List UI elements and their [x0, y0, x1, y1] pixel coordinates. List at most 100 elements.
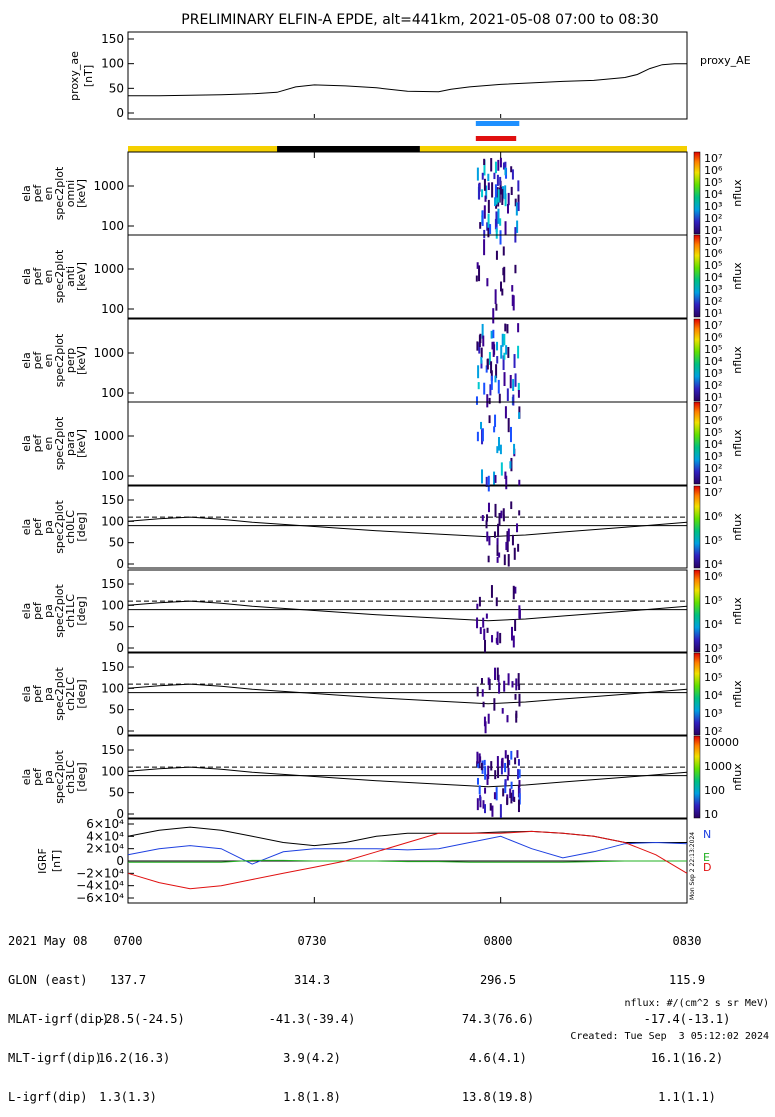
colorbar-tick-label: 10⁵ — [704, 343, 722, 356]
spectrum-pixel — [483, 159, 486, 176]
spectrum-pixel — [479, 222, 482, 229]
status-bar — [128, 146, 687, 152]
pitch-angle-pixel — [496, 538, 499, 545]
pitch-angle-pixel — [518, 683, 521, 690]
pitch-angle-ytick-label: 100 — [101, 764, 124, 778]
pitch-angle-pixel — [499, 804, 502, 818]
spectrum-pixel — [502, 355, 505, 371]
spectrum-pixel — [490, 330, 493, 339]
colorbar-strip — [693, 234, 701, 318]
spectrum-pixel — [490, 370, 493, 381]
colorbar-tick-label: 10² — [704, 462, 722, 475]
pitch-angle-pixel — [506, 797, 509, 806]
spectrum-pixel — [489, 384, 492, 396]
pitch-angle-ylabel: [deg] — [75, 596, 88, 625]
pitch-angle-pixel — [485, 520, 488, 529]
pitch-angle-ytick-label: 150 — [101, 577, 124, 591]
spectrum-pixel — [515, 202, 518, 216]
pitch-angle-pixel — [484, 721, 487, 734]
footer-mlat: -28.5(-24.5) — [98, 1012, 185, 1026]
pitch-angle-pixel — [510, 792, 513, 804]
pitch-angle-pixel — [517, 769, 520, 780]
spectrum-pixel — [511, 285, 514, 292]
footer-mlt: 4.6(4.1) — [469, 1051, 527, 1065]
spectrum-pixel — [498, 187, 501, 203]
colorbar-unit: nflux — [731, 346, 744, 374]
spectrum-pixel — [505, 475, 508, 490]
pitch-angle-pixel — [496, 756, 499, 769]
footer-column-0700: 0700 137.7 -28.5(-24.5) 16.2(16.3) 1.3(1… — [98, 909, 185, 1117]
pitch-angle-frame — [127, 652, 688, 736]
colorbar: 10000 1000 100 10 nflux — [693, 735, 744, 821]
spectrum-ylabel: pef — [31, 351, 44, 370]
pitch-angle-ylabel: [deg] — [75, 679, 88, 708]
spectrum-pixel — [495, 197, 498, 205]
spectrum-pixel — [518, 412, 521, 419]
colorbar-tick-label: 10² — [704, 295, 722, 308]
pitch-angle-pixel — [514, 586, 517, 594]
spectrum-pixel — [499, 157, 502, 168]
spectrum-ytick-label: 1000 — [93, 429, 124, 443]
spectrum-pixel — [504, 406, 507, 419]
spectrum-pixel — [488, 397, 491, 405]
spectrum-ylabel: ela — [20, 352, 33, 369]
pitch-angle-pixel — [518, 793, 521, 805]
pitch-angle-pixel — [496, 542, 499, 556]
spectrum-pixel — [477, 365, 480, 379]
pitch-angle-pixel — [507, 673, 510, 686]
spectrum-pixel — [518, 479, 521, 487]
spectrum-ytick-label: 1000 — [93, 179, 124, 193]
spectrum-pixel — [494, 161, 497, 174]
spectrum-pixel — [485, 476, 488, 487]
spectrum-pixel — [487, 213, 490, 230]
status-bar-segment — [419, 146, 687, 152]
spectrum-pixel — [496, 356, 499, 364]
spectrum-pixel — [483, 229, 486, 239]
spectrum-pixel — [499, 176, 502, 186]
spectrum-pixel — [480, 357, 483, 364]
pitch-angle-pixel — [490, 585, 493, 598]
spectrum-pixel — [517, 194, 520, 205]
pitch-angle-pixel — [517, 799, 520, 813]
pitch-angle-pixel — [486, 531, 489, 542]
colorbars: 10⁷10⁶10⁵10⁴10³10²10¹nflux10⁷10⁶10⁵10⁴10… — [693, 151, 744, 821]
spectrum-pixel — [510, 166, 513, 173]
spectrum-pixel — [496, 187, 499, 201]
spectrum-pixel — [495, 303, 498, 311]
footer-l: 13.8(19.8) — [461, 1090, 535, 1104]
pitch-angle-ylabel: [deg] — [75, 512, 88, 541]
spectrum-pixel — [476, 341, 479, 351]
pitch-angle-ylabel: ch1LC — [64, 594, 77, 628]
pitch-angle-ylabel: pef — [31, 767, 44, 786]
pitch-angle-pixel — [504, 762, 507, 773]
loss-cone-line — [127, 600, 688, 622]
footer-label-l: L-igrf(dip) — [8, 1090, 88, 1104]
pitch-angle-pixel — [514, 757, 517, 765]
igrf-timestamp: Mon Sep 2 22:13:2024 — [689, 832, 696, 900]
spectrum-pixel — [517, 390, 520, 398]
colorbar-tick-label: 10¹ — [704, 391, 722, 404]
pitch-angle-ylabel: ela — [20, 769, 33, 786]
pitch-angle-pixel — [476, 603, 479, 609]
spectrum-pixel — [477, 382, 480, 390]
spectrum-pixel — [506, 388, 509, 401]
pitch-angle-pixel — [506, 715, 509, 723]
igrf-ytick-label: 0 — [116, 854, 124, 868]
proxy-ae-yunit: [nT] — [82, 65, 95, 87]
spectrum-pixel — [502, 162, 505, 170]
spectrum-ytick-label: 100 — [101, 469, 124, 483]
pitch-angle-pixel — [487, 677, 490, 685]
spectrum-ylabel: [keV] — [75, 346, 88, 375]
colorbar-tick-label: 10⁶ — [704, 164, 723, 177]
spectrum-pixel — [496, 174, 499, 186]
pitch-angle-pixel — [503, 680, 506, 692]
pitch-angle-ylabel: ela — [20, 519, 33, 536]
colorbar: 10⁶ 10⁵ 10⁴ 10³ 10² nflux — [693, 652, 744, 738]
pitch-angle-pixel — [491, 635, 494, 643]
pitch-angle-pixel — [497, 523, 500, 538]
science-zone-marker — [475, 136, 517, 141]
proxy-ae-ytick-label: 50 — [109, 81, 124, 95]
pitch-angle-ytick-label: 0 — [116, 557, 124, 571]
